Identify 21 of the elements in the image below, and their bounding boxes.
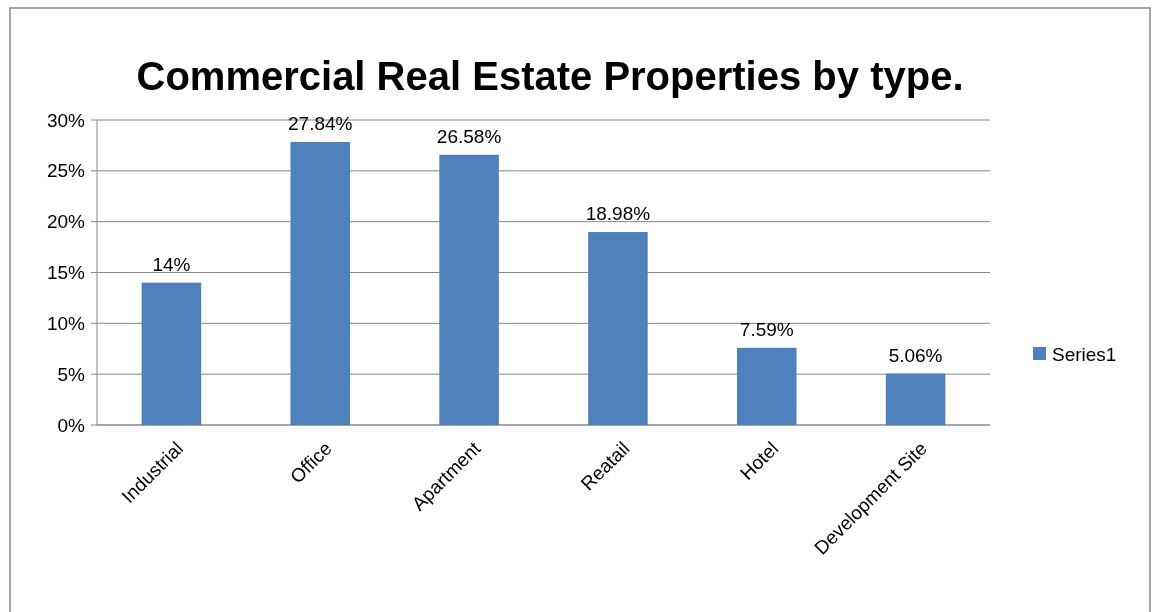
y-tick-label: 5% (57, 363, 86, 385)
bar (885, 373, 946, 425)
bar (736, 347, 797, 425)
data-label: 14% (152, 253, 191, 275)
y-tick-label: 0% (57, 414, 86, 436)
y-tick-label: 10% (46, 312, 86, 334)
bar (290, 141, 351, 425)
data-label: 26.58% (436, 125, 502, 147)
bar (588, 232, 648, 425)
data-label: 5.06% (888, 344, 943, 366)
legend-label: Series1 (1052, 343, 1117, 365)
y-tick-label: 15% (46, 262, 86, 284)
y-tick-label: 25% (46, 160, 86, 182)
chart-title: Commercial Real Estate Properties by type. (136, 54, 964, 98)
bar (439, 154, 499, 425)
y-tick-label: 30% (46, 109, 86, 131)
bar (141, 282, 202, 425)
data-label: 27.84% (288, 112, 353, 134)
data-label: 18.98% (585, 203, 651, 225)
y-tick-label: 20% (46, 211, 86, 233)
data-label: 7.59% (739, 318, 794, 340)
